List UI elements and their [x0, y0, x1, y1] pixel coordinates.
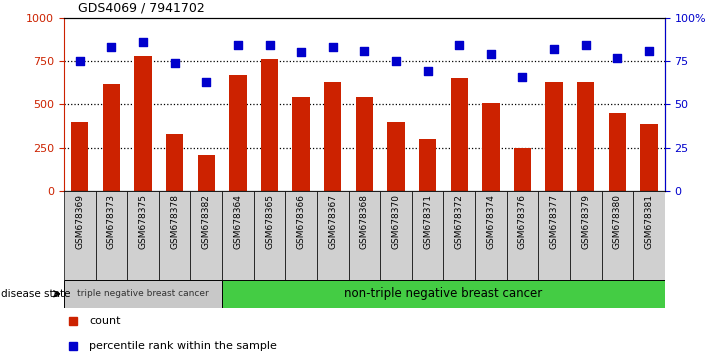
Bar — [348, 191, 380, 280]
Text: percentile rank within the sample: percentile rank within the sample — [89, 341, 277, 351]
Point — [137, 39, 149, 45]
Text: GSM678369: GSM678369 — [75, 194, 85, 249]
Text: GSM678364: GSM678364 — [233, 194, 242, 249]
Bar — [222, 191, 254, 280]
Bar — [127, 191, 159, 280]
Text: GSM678375: GSM678375 — [139, 194, 148, 249]
Bar — [317, 191, 348, 280]
Bar — [419, 139, 437, 191]
Text: GSM678367: GSM678367 — [328, 194, 337, 249]
Point — [74, 58, 85, 64]
Bar — [514, 148, 531, 191]
Point — [580, 42, 592, 48]
Text: non-triple negative breast cancer: non-triple negative breast cancer — [344, 287, 542, 300]
Point — [517, 74, 528, 80]
Point — [327, 44, 338, 50]
Bar — [609, 113, 626, 191]
Text: GSM678378: GSM678378 — [170, 194, 179, 249]
Text: GSM678373: GSM678373 — [107, 194, 116, 249]
Text: GSM678379: GSM678379 — [581, 194, 590, 249]
Point — [264, 42, 275, 48]
Bar — [285, 191, 317, 280]
Bar — [444, 191, 475, 280]
Point — [548, 46, 560, 52]
Text: GSM678365: GSM678365 — [265, 194, 274, 249]
Bar — [451, 79, 468, 191]
Bar — [387, 122, 405, 191]
Bar — [134, 56, 151, 191]
Bar — [222, 280, 665, 308]
Text: GSM678376: GSM678376 — [518, 194, 527, 249]
Text: GSM678377: GSM678377 — [550, 194, 559, 249]
Bar — [507, 191, 538, 280]
Bar — [602, 191, 634, 280]
Point — [359, 48, 370, 53]
Bar — [570, 191, 602, 280]
Text: GSM678368: GSM678368 — [360, 194, 369, 249]
Bar — [229, 75, 247, 191]
Bar — [380, 191, 412, 280]
Bar — [254, 191, 285, 280]
Point — [201, 79, 212, 85]
Point — [454, 42, 465, 48]
Bar — [545, 82, 563, 191]
Text: GSM678381: GSM678381 — [644, 194, 653, 249]
Bar — [102, 84, 120, 191]
Text: GSM678374: GSM678374 — [486, 194, 496, 249]
Text: triple negative breast cancer: triple negative breast cancer — [77, 289, 209, 298]
Point — [390, 58, 402, 64]
Text: GSM678382: GSM678382 — [202, 194, 210, 249]
Point — [485, 51, 496, 57]
Bar — [356, 97, 373, 191]
Bar — [159, 191, 191, 280]
Text: GSM678380: GSM678380 — [613, 194, 622, 249]
Text: GSM678371: GSM678371 — [423, 194, 432, 249]
Bar — [198, 155, 215, 191]
Point — [611, 55, 623, 61]
Point — [643, 48, 655, 53]
Text: GDS4069 / 7941702: GDS4069 / 7941702 — [78, 1, 205, 14]
Point — [296, 50, 307, 55]
Bar — [64, 191, 95, 280]
Bar — [482, 103, 500, 191]
Bar — [166, 134, 183, 191]
Bar — [475, 191, 507, 280]
Text: GSM678370: GSM678370 — [392, 194, 400, 249]
Point — [422, 69, 433, 74]
Text: GSM678366: GSM678366 — [296, 194, 306, 249]
Text: count: count — [89, 316, 121, 326]
Bar — [261, 59, 278, 191]
Bar — [191, 191, 222, 280]
Point — [106, 44, 117, 50]
Bar — [641, 124, 658, 191]
Bar — [71, 122, 88, 191]
Bar — [577, 82, 594, 191]
Bar — [412, 191, 444, 280]
Text: GSM678372: GSM678372 — [455, 194, 464, 249]
Bar — [292, 97, 310, 191]
Bar — [95, 191, 127, 280]
Bar — [64, 280, 222, 308]
Bar — [538, 191, 570, 280]
Bar — [634, 191, 665, 280]
Point — [169, 60, 181, 65]
Bar — [324, 82, 341, 191]
Text: disease state: disease state — [1, 289, 70, 299]
Point — [232, 42, 244, 48]
